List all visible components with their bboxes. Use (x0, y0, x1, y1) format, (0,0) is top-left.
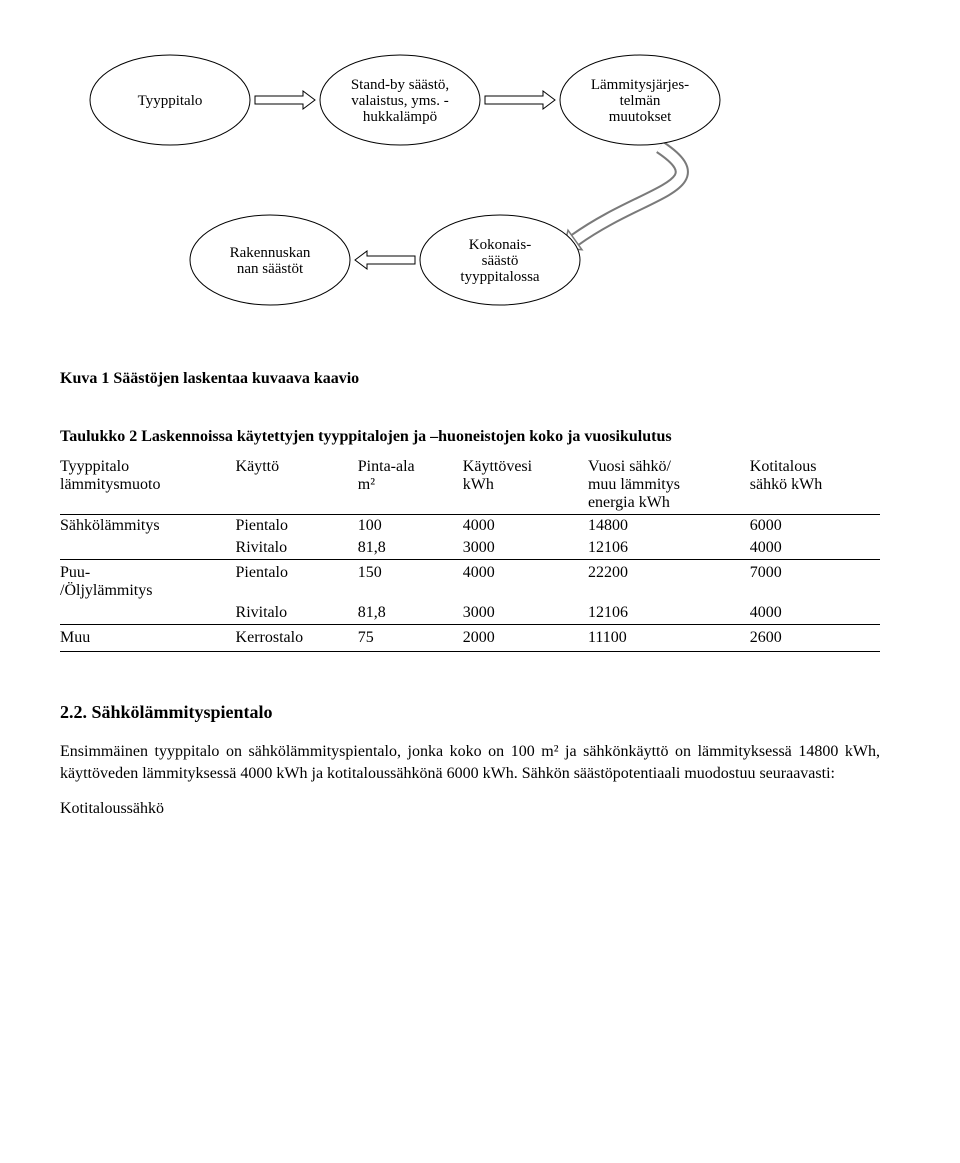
node-label-standby: Stand-by säästö, (351, 77, 449, 93)
node-label-lammitys: Lämmitysjärjes- (591, 77, 689, 93)
table-cell: 12106 (588, 602, 750, 625)
diagram-svg: Tyyppitalo Stand-by säästö,valaistus, yms… (60, 40, 880, 340)
section-body: Ensimmäinen tyyppitalo on sähkölämmitysp… (60, 741, 880, 784)
section-heading: 2.2. Sähkölämmityspientalo (60, 702, 900, 723)
table-cell: 22200 (588, 560, 750, 603)
table-header: Pinta-alam² (358, 456, 463, 515)
table-cell: 75 (358, 625, 463, 652)
table-cell: Rivitalo (236, 537, 358, 560)
diagram-caption: Kuva 1 Säästöjen laskentaa kuvaava kaavi… (60, 370, 900, 388)
table-row: MuuKerrostalo752000111002600 (60, 625, 880, 652)
node-label-standby: valaistus, yms. - (351, 93, 449, 109)
table-cell: 4000 (463, 515, 588, 538)
table-row: Puu-/ÖljylämmitysPientalo150400022200700… (60, 560, 880, 603)
table-cell: Kerrostalo (236, 625, 358, 652)
node-label-kokonais: säästö (482, 253, 519, 269)
table-title: Taulukko 2 Laskennoissa käytettyjen tyyp… (60, 428, 900, 446)
flow-diagram: Tyyppitalo Stand-by säästö,valaistus, yms… (60, 40, 900, 340)
table-row: SähkölämmitysPientalo1004000148006000 (60, 515, 880, 538)
block-arrow (255, 91, 315, 109)
table-header: Kotitaloussähkö kWh (750, 456, 880, 515)
table-cell: Pientalo (236, 515, 358, 538)
data-table: TyyppitalolämmitysmuotoKäyttöPinta-alam²… (60, 456, 880, 652)
node-label-kokonais: tyyppitalossa (460, 269, 540, 285)
table-cell: 14800 (588, 515, 750, 538)
table-cell: 2600 (750, 625, 880, 652)
node-label-tyyppitalo: Tyyppitalo (138, 93, 203, 109)
table-header: KäyttövesikWh (463, 456, 588, 515)
table-cell: 81,8 (358, 602, 463, 625)
table-cell: 81,8 (358, 537, 463, 560)
table-cell: Rivitalo (236, 602, 358, 625)
table-cell: 150 (358, 560, 463, 603)
table-cell (60, 537, 236, 560)
table-header: Vuosi sähkö/muu lämmitysenergia kWh (588, 456, 750, 515)
node-label-lammitys: muutokset (609, 109, 672, 125)
table-cell: Puu-/Öljylämmitys (60, 560, 236, 603)
block-arrow (485, 91, 555, 109)
table-cell: 12106 (588, 537, 750, 560)
table-cell: 3000 (463, 537, 588, 560)
table-cell: 11100 (588, 625, 750, 652)
section-sub: Kotitaloussähkö (60, 800, 900, 818)
table-row: Rivitalo81,83000121064000 (60, 602, 880, 625)
table-row: Rivitalo81,83000121064000 (60, 537, 880, 560)
node-label-standby: hukkalämpö (363, 109, 437, 125)
table-cell: 100 (358, 515, 463, 538)
table-header: Käyttö (236, 456, 358, 515)
node-label-lammitys: telmän (620, 93, 661, 109)
table-header: Tyyppitalolämmitysmuoto (60, 456, 236, 515)
table-cell: 4000 (750, 602, 880, 625)
table-cell: 2000 (463, 625, 588, 652)
table-cell: Muu (60, 625, 236, 652)
table-cell: 4000 (463, 560, 588, 603)
block-arrow (355, 251, 415, 269)
node-label-kokonais: Kokonais- (469, 237, 532, 253)
table-cell: 3000 (463, 602, 588, 625)
table-cell (60, 602, 236, 625)
node-label-rakennus: nan säästöt (237, 261, 304, 277)
table-cell: Pientalo (236, 560, 358, 603)
table-cell: 7000 (750, 560, 880, 603)
table-cell: Sähkölämmitys (60, 515, 236, 538)
table-cell: 4000 (750, 537, 880, 560)
table-cell: 6000 (750, 515, 880, 538)
node-label-rakennus: Rakennuskan (230, 245, 311, 261)
curve-arrow-inner (575, 147, 682, 240)
